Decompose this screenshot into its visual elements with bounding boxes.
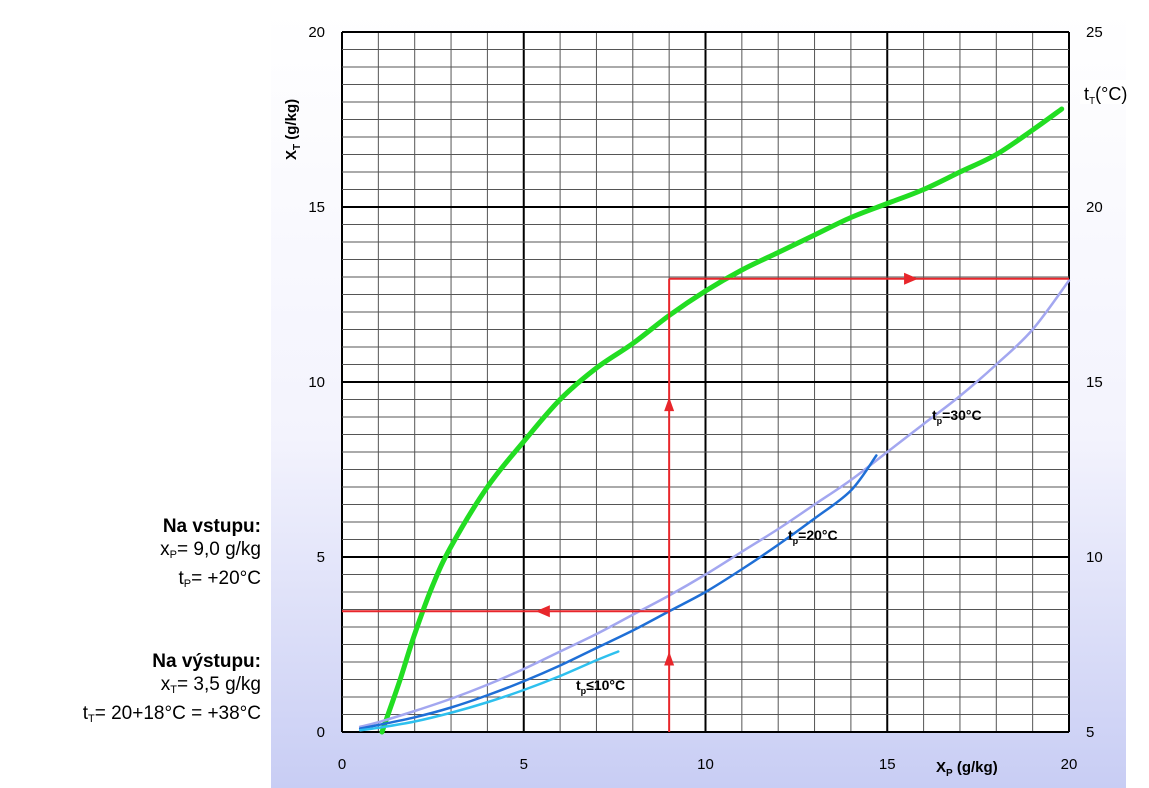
arrow-up-icon — [664, 651, 675, 666]
x-tick-label: 5 — [520, 756, 528, 773]
inlet-conditions: Na vstupu: xP= 9,0 g/kg tP= +20°C — [160, 515, 261, 596]
x-tick-label: 20 — [1061, 756, 1078, 773]
outlet-xt: xT= 3,5 g/kg — [160, 674, 261, 696]
axis-labels: XT (g/kg) XP (g/kg) tT(°C) — [283, 80, 1146, 779]
outlet-tt: tT= 20+18°C = +38°C — [82, 703, 261, 725]
outlet-conditions: Na výstupu: xT= 3,5 g/kg tT= 20+18°C = +… — [83, 650, 261, 731]
series-label: tp≤10°C — [576, 677, 625, 696]
x-tick-label: 15 — [879, 756, 896, 773]
x-tick-label: 10 — [697, 756, 714, 773]
y-tick-label: 20 — [308, 24, 325, 41]
arrow-up-icon — [664, 397, 675, 412]
x-tick-label: 0 — [338, 756, 346, 773]
series-line-tp30 — [358, 279, 1071, 728]
y-tick-label: 0 — [317, 724, 325, 741]
y2-tick-label: 25 — [1086, 24, 1103, 41]
y-tick-label: 5 — [317, 549, 325, 566]
y-axis-label: XT (g/kg) — [283, 99, 303, 160]
inlet-heading: Na vstupu: — [162, 516, 261, 537]
y2-axis-label: tT(°C) — [1084, 84, 1127, 107]
arrow-left-icon — [535, 605, 550, 618]
y2-tick-label: 20 — [1086, 199, 1103, 216]
inlet-tp: tP= +20°C — [178, 568, 261, 590]
example-path — [342, 272, 1069, 732]
y-tick-label: 10 — [308, 374, 325, 391]
x-axis-label: XP (g/kg) — [936, 759, 998, 779]
series-line-tp20 — [358, 454, 878, 730]
series-line-tp10 — [358, 650, 620, 732]
y2-tick-label: 15 — [1086, 374, 1103, 391]
y2-tick-label: 10 — [1086, 549, 1103, 566]
y-tick-label: 15 — [308, 199, 325, 216]
arrow-right-icon — [904, 272, 919, 285]
series-label: tp=20°C — [788, 527, 838, 546]
tick-labels: 0 5 10 15 20 0 5 10 15 20 5 10 15 20 25 — [308, 24, 1102, 773]
outlet-heading: Na výstupu: — [152, 651, 261, 672]
series-label: tp=30°C — [932, 407, 982, 426]
inlet-xp: xP= 9,0 g/kg — [160, 539, 261, 561]
y2-label-box — [1080, 80, 1146, 104]
series-labels: tp=30°C tp=20°C tp≤10°C — [576, 407, 982, 696]
grid — [341, 31, 1070, 733]
y2-tick-label: 5 — [1086, 724, 1094, 741]
